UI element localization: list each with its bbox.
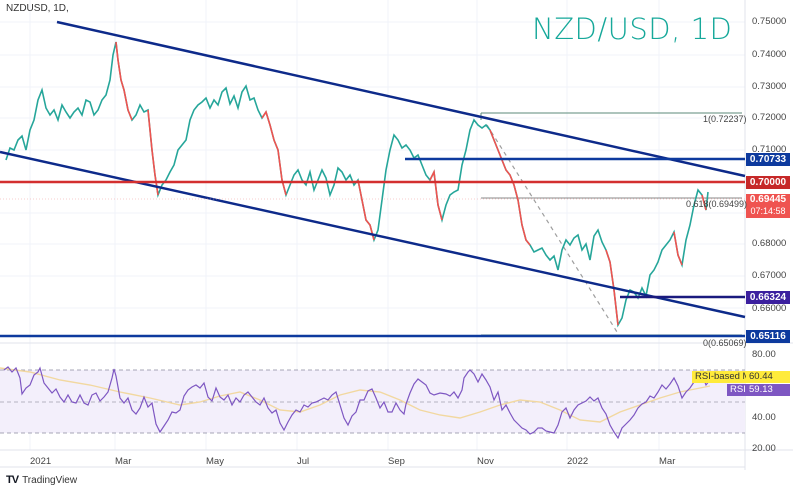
price-tick: 0.73000 [752,81,787,92]
support-price-tag-2: 0.65116 [746,330,790,343]
fib-level-0-label: 0(0.65069) [703,338,747,348]
tradingview-logo-icon: TV [6,474,19,486]
descending-channel[interactable] [0,20,746,319]
current-price-value: 0.69445 [749,194,787,205]
current-price-tag: 0.69445 07:14:58 [746,194,790,218]
fib-level-618-label: 0.618(0.69499) [686,199,748,209]
brand-name: TradingView [22,474,78,486]
time-tick: Jul [297,456,310,467]
tradingview-branding[interactable]: TV TradingView [6,474,77,486]
rsi-panel[interactable] [0,366,745,440]
rsi-value: 59.13 [746,384,790,396]
resistance-price-tag: 0.70733 [746,153,790,166]
candles [5,41,709,328]
fib-level-1-label: 1(0.72237) [703,114,747,124]
bar-countdown: 07:14:58 [750,206,786,216]
price-tick: 0.75000 [752,16,787,27]
time-tick: 2021 [30,456,52,467]
price-tick: 0.71000 [752,144,787,155]
rsi-ma-value: 60.44 [746,371,790,383]
rsi-tick: 80.00 [752,349,776,360]
rsi-ma-label: RSI-based MA [692,371,760,383]
price-tick: 0.67000 [752,270,787,281]
symbol-label: NZDUSD, 1D, [6,3,69,14]
rsi-label: RSI [727,384,749,396]
price-tick: 0.68000 [752,238,787,249]
price-tick: 0.72000 [752,112,787,123]
rsi-tick: 40.00 [752,412,776,423]
time-tick: Nov [477,456,494,467]
price-tick: 0.66000 [752,303,787,314]
key-level-price-tag: 0.70000 [746,176,790,189]
time-tick: Mar [659,456,676,467]
time-tick: 2022 [567,456,589,467]
price-tick: 0.74000 [752,49,787,60]
time-tick: May [206,456,224,467]
time-tick: Mar [115,456,132,467]
support-price-tag-1: 0.66324 [746,291,790,304]
chart-title: NZD/USD, 1D [532,12,733,46]
rsi-tick: 20.00 [752,443,776,454]
time-tick: Sep [388,456,405,467]
